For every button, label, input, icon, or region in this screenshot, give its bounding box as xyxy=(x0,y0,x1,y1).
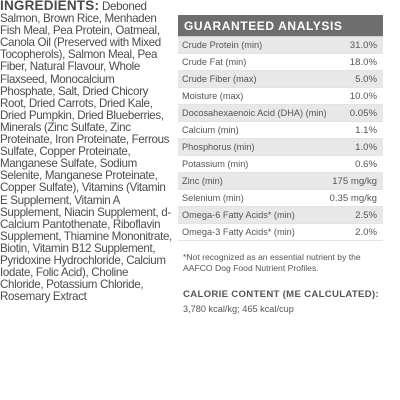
ga-value: 0.6% xyxy=(355,158,377,170)
ingredients-block: INGREDIENTS: Deboned Salmon, Brown Rice,… xyxy=(0,0,172,336)
ga-value: 2.0% xyxy=(355,226,377,238)
ga-value: 10.0% xyxy=(349,90,377,102)
aafco-footnote: *Not recognized as an essential nutrient… xyxy=(183,252,361,273)
ga-label: Crude Fat (min) xyxy=(182,57,247,67)
ga-row-omega-3: Omega-3 Fatty Acids* (min) 2.0% xyxy=(178,224,383,241)
ga-label: Crude Fiber (max) xyxy=(182,74,257,84)
ingredients-text: Deboned Salmon, Brown Rice, Menhaden Fis… xyxy=(0,0,172,304)
ga-label: Calcium (min) xyxy=(182,125,239,135)
ga-label: Omega-6 Fatty Acids* (min) xyxy=(182,210,295,220)
ga-label: Crude Protein (min) xyxy=(182,40,263,50)
ga-row-selenium: Selenium (min) 0.35 mg/kg xyxy=(178,190,383,207)
ga-label: Docosahexaenoic Acid (DHA) (min) xyxy=(182,108,327,118)
ga-row-phosphorus: Phosphorus (min) 1.0% xyxy=(178,139,383,156)
calorie-content-value: 3,780 kcal/kg; 465 kcal/cup xyxy=(183,304,294,314)
ga-row-crude-fat: Crude Fat (min) 18.0% xyxy=(178,54,383,71)
guaranteed-analysis-panel: GUARANTEED ANALYSIS Crude Protein (min) … xyxy=(178,15,383,241)
ga-value: 5.0% xyxy=(355,73,377,85)
ga-row-moisture: Moisture (max) 10.0% xyxy=(178,88,383,105)
ga-label: Potassium (min) xyxy=(182,159,249,169)
ga-value: 18.0% xyxy=(349,56,377,68)
ga-value: 0.35 mg/kg xyxy=(329,192,377,204)
ga-value: 31.0% xyxy=(349,39,377,51)
ga-row-calcium: Calcium (min) 1.1% xyxy=(178,122,383,139)
ga-row-dha: Docosahexaenoic Acid (DHA) (min) 0.05% xyxy=(178,105,383,122)
ga-value: 1.1% xyxy=(355,124,377,136)
ga-row-potassium: Potassium (min) 0.6% xyxy=(178,156,383,173)
ga-label: Zinc (min) xyxy=(182,176,223,186)
ga-value: 1.0% xyxy=(355,141,377,153)
ingredients-heading: INGREDIENTS: xyxy=(0,0,100,13)
ga-value: 0.05% xyxy=(349,107,377,119)
ga-label: Omega-3 Fatty Acids* (min) xyxy=(182,227,295,237)
ga-value: 175 mg/kg xyxy=(332,175,377,187)
guaranteed-analysis-table: Crude Protein (min) 31.0% Crude Fat (min… xyxy=(178,36,383,241)
ga-row-crude-fiber: Crude Fiber (max) 5.0% xyxy=(178,71,383,88)
ga-row-zinc: Zinc (min) 175 mg/kg xyxy=(178,173,383,190)
ga-label: Phosphorus (min) xyxy=(182,142,255,152)
ga-label: Moisture (max) xyxy=(182,91,244,101)
ga-row-crude-protein: Crude Protein (min) 31.0% xyxy=(178,37,383,54)
ga-row-omega-6: Omega-6 Fatty Acids* (min) 2.5% xyxy=(178,207,383,224)
ga-label: Selenium (min) xyxy=(182,193,244,203)
calorie-content-heading: CALORIE CONTENT (ME CALCULATED): xyxy=(183,289,379,300)
ga-value: 2.5% xyxy=(355,209,377,221)
guaranteed-analysis-title: GUARANTEED ANALYSIS xyxy=(178,15,383,36)
